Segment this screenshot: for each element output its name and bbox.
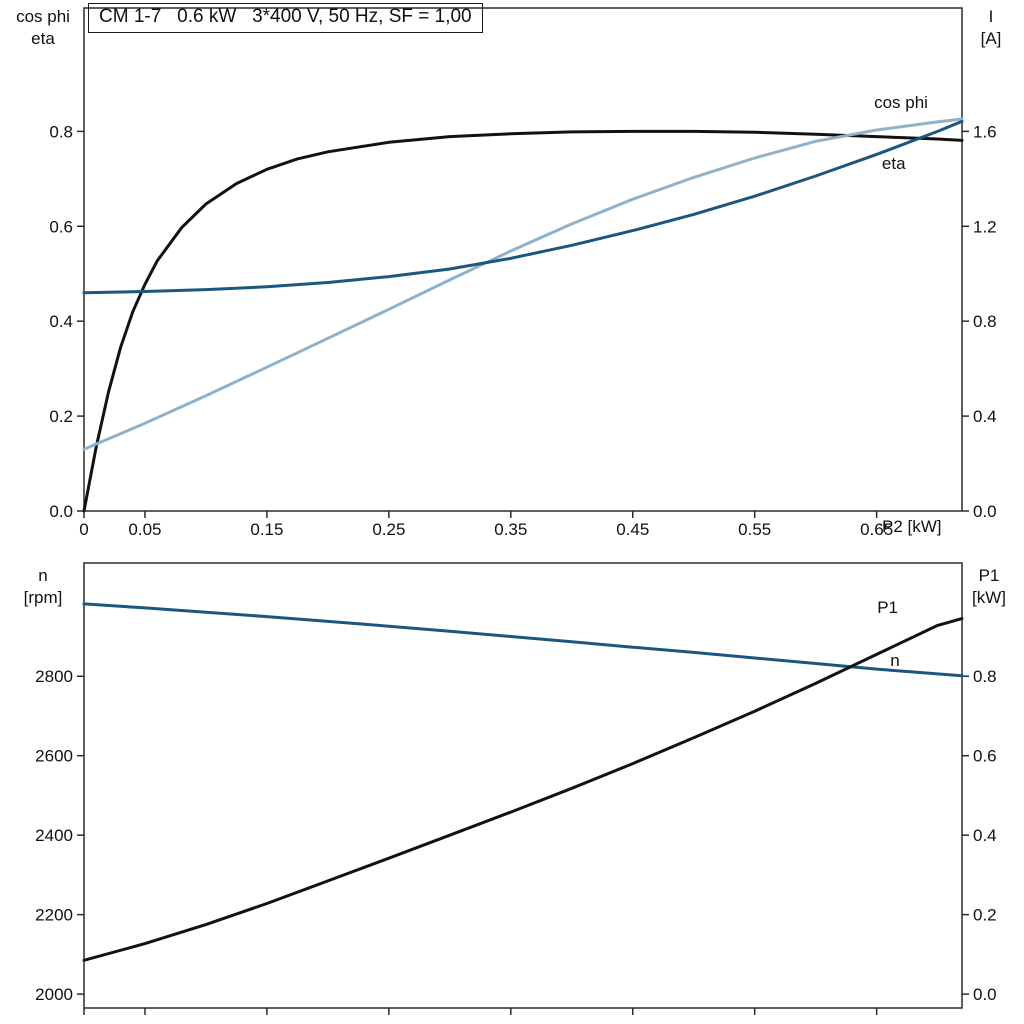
left-axis-label-unit-rpm: [rpm] bbox=[23, 588, 63, 607]
right-tick-label: 0.0 bbox=[973, 985, 997, 1004]
series-P1 bbox=[82, 617, 964, 962]
right-tick-label: 0.6 bbox=[973, 747, 997, 766]
left-axis-label-cos-phi: cos phi bbox=[16, 7, 70, 26]
left-tick-label: 2000 bbox=[35, 985, 73, 1004]
x-tick-label: 0.55 bbox=[738, 520, 771, 539]
top-chart: 0 0.05 0.15 0.25 0.35 0.45 0.55 0.65 0.0 0.2 0.4 0.… bbox=[49, 7, 997, 539]
left-tick-label: 2800 bbox=[35, 667, 73, 686]
x-tick-label: 0.05 bbox=[128, 520, 161, 539]
left-tick-label: 0.6 bbox=[49, 217, 73, 236]
left-tick-label: 0.0 bbox=[49, 502, 73, 521]
left-tick-label: 0.2 bbox=[49, 407, 73, 426]
left-tick-label: 2200 bbox=[35, 906, 73, 925]
left-axis-label-eta: eta bbox=[31, 29, 55, 48]
right-tick-label: 0.4 bbox=[973, 826, 997, 845]
left-axis-label-n: n bbox=[38, 566, 48, 585]
bottom-right-axis-title: P1 [kW] bbox=[958, 565, 1020, 609]
x-tick-label: 0 bbox=[79, 520, 88, 539]
x-tick-label: 0.45 bbox=[616, 520, 649, 539]
curve-label-P1: P1 bbox=[877, 598, 898, 617]
top-left-axis-title: cos phi eta bbox=[4, 6, 82, 50]
bottom-chart: 2000 2200 2400 2600 2800 0.0 0.2 0.4 0.6 0.8 P1 n bbox=[35, 562, 997, 1015]
bottom-left-axis-title: n [rpm] bbox=[4, 565, 82, 609]
curve-label-eta: eta bbox=[882, 154, 906, 173]
series-n bbox=[82, 602, 964, 678]
x-axis-label-p2: P2 [kW] bbox=[882, 517, 942, 536]
top-right-axis-title: I [A] bbox=[964, 6, 1018, 50]
x-tick-label: 0.65 bbox=[860, 520, 893, 539]
series-eta bbox=[82, 129, 964, 513]
x-tick-label: 0.15 bbox=[250, 520, 283, 539]
x-tick-label: 0.25 bbox=[372, 520, 405, 539]
right-tick-label: 1.2 bbox=[973, 217, 997, 236]
plot-frame bbox=[83, 7, 963, 512]
left-tick-label: 2400 bbox=[35, 826, 73, 845]
plot-frame bbox=[83, 562, 963, 1009]
right-tick-label: 0.8 bbox=[973, 667, 997, 686]
right-tick-label: 0.2 bbox=[973, 906, 997, 925]
right-axis-label-unit-a: [A] bbox=[980, 29, 1002, 48]
left-tick-label: 0.4 bbox=[49, 312, 73, 331]
x-tick-label: 0.35 bbox=[494, 520, 527, 539]
right-tick-label: 0.4 bbox=[973, 407, 997, 426]
curve-label-n: n bbox=[890, 651, 899, 670]
right-axis-label-current: I bbox=[988, 7, 994, 26]
left-tick-label: 0.8 bbox=[49, 122, 73, 141]
right-tick-label: 0.0 bbox=[973, 502, 997, 521]
right-axis-label-p1: P1 bbox=[978, 566, 1000, 585]
series-I bbox=[82, 119, 964, 295]
right-tick-label: 0.8 bbox=[973, 312, 997, 331]
curve-label-cos-phi: cos phi bbox=[874, 93, 928, 112]
right-tick-label: 1.6 bbox=[973, 122, 997, 141]
right-axis-label-unit-kw: [kW] bbox=[972, 588, 1006, 607]
left-tick-label: 2600 bbox=[35, 747, 73, 766]
series-cos-phi bbox=[82, 117, 964, 451]
